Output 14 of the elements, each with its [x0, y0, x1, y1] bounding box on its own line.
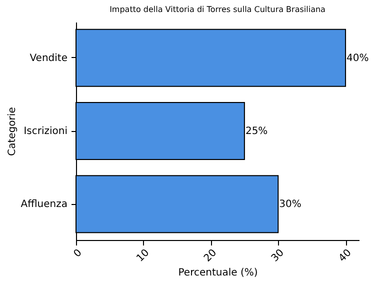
- y-tick-label: Iscrizioni: [24, 126, 68, 137]
- chart-title: Impatto della Vittoria di Torres sulla Cultura Brasiliana: [110, 5, 326, 14]
- x-axis-title: Percentuale (%): [178, 268, 258, 279]
- x-tick-label: 0: [72, 248, 84, 260]
- data-label: 30%: [279, 199, 302, 210]
- x-tick-label: 10: [134, 248, 152, 264]
- y-tick-label: Affluenza: [20, 199, 68, 210]
- x-tick-label: 20: [202, 248, 220, 264]
- data-label: 25%: [245, 126, 268, 137]
- y-axis-title: Categorie: [6, 107, 18, 156]
- data-label: 40%: [346, 52, 369, 64]
- y-tick-label: Vendite: [30, 52, 68, 64]
- x-tick-label: 40: [337, 248, 354, 264]
- x-tick-label: 30: [270, 248, 286, 264]
